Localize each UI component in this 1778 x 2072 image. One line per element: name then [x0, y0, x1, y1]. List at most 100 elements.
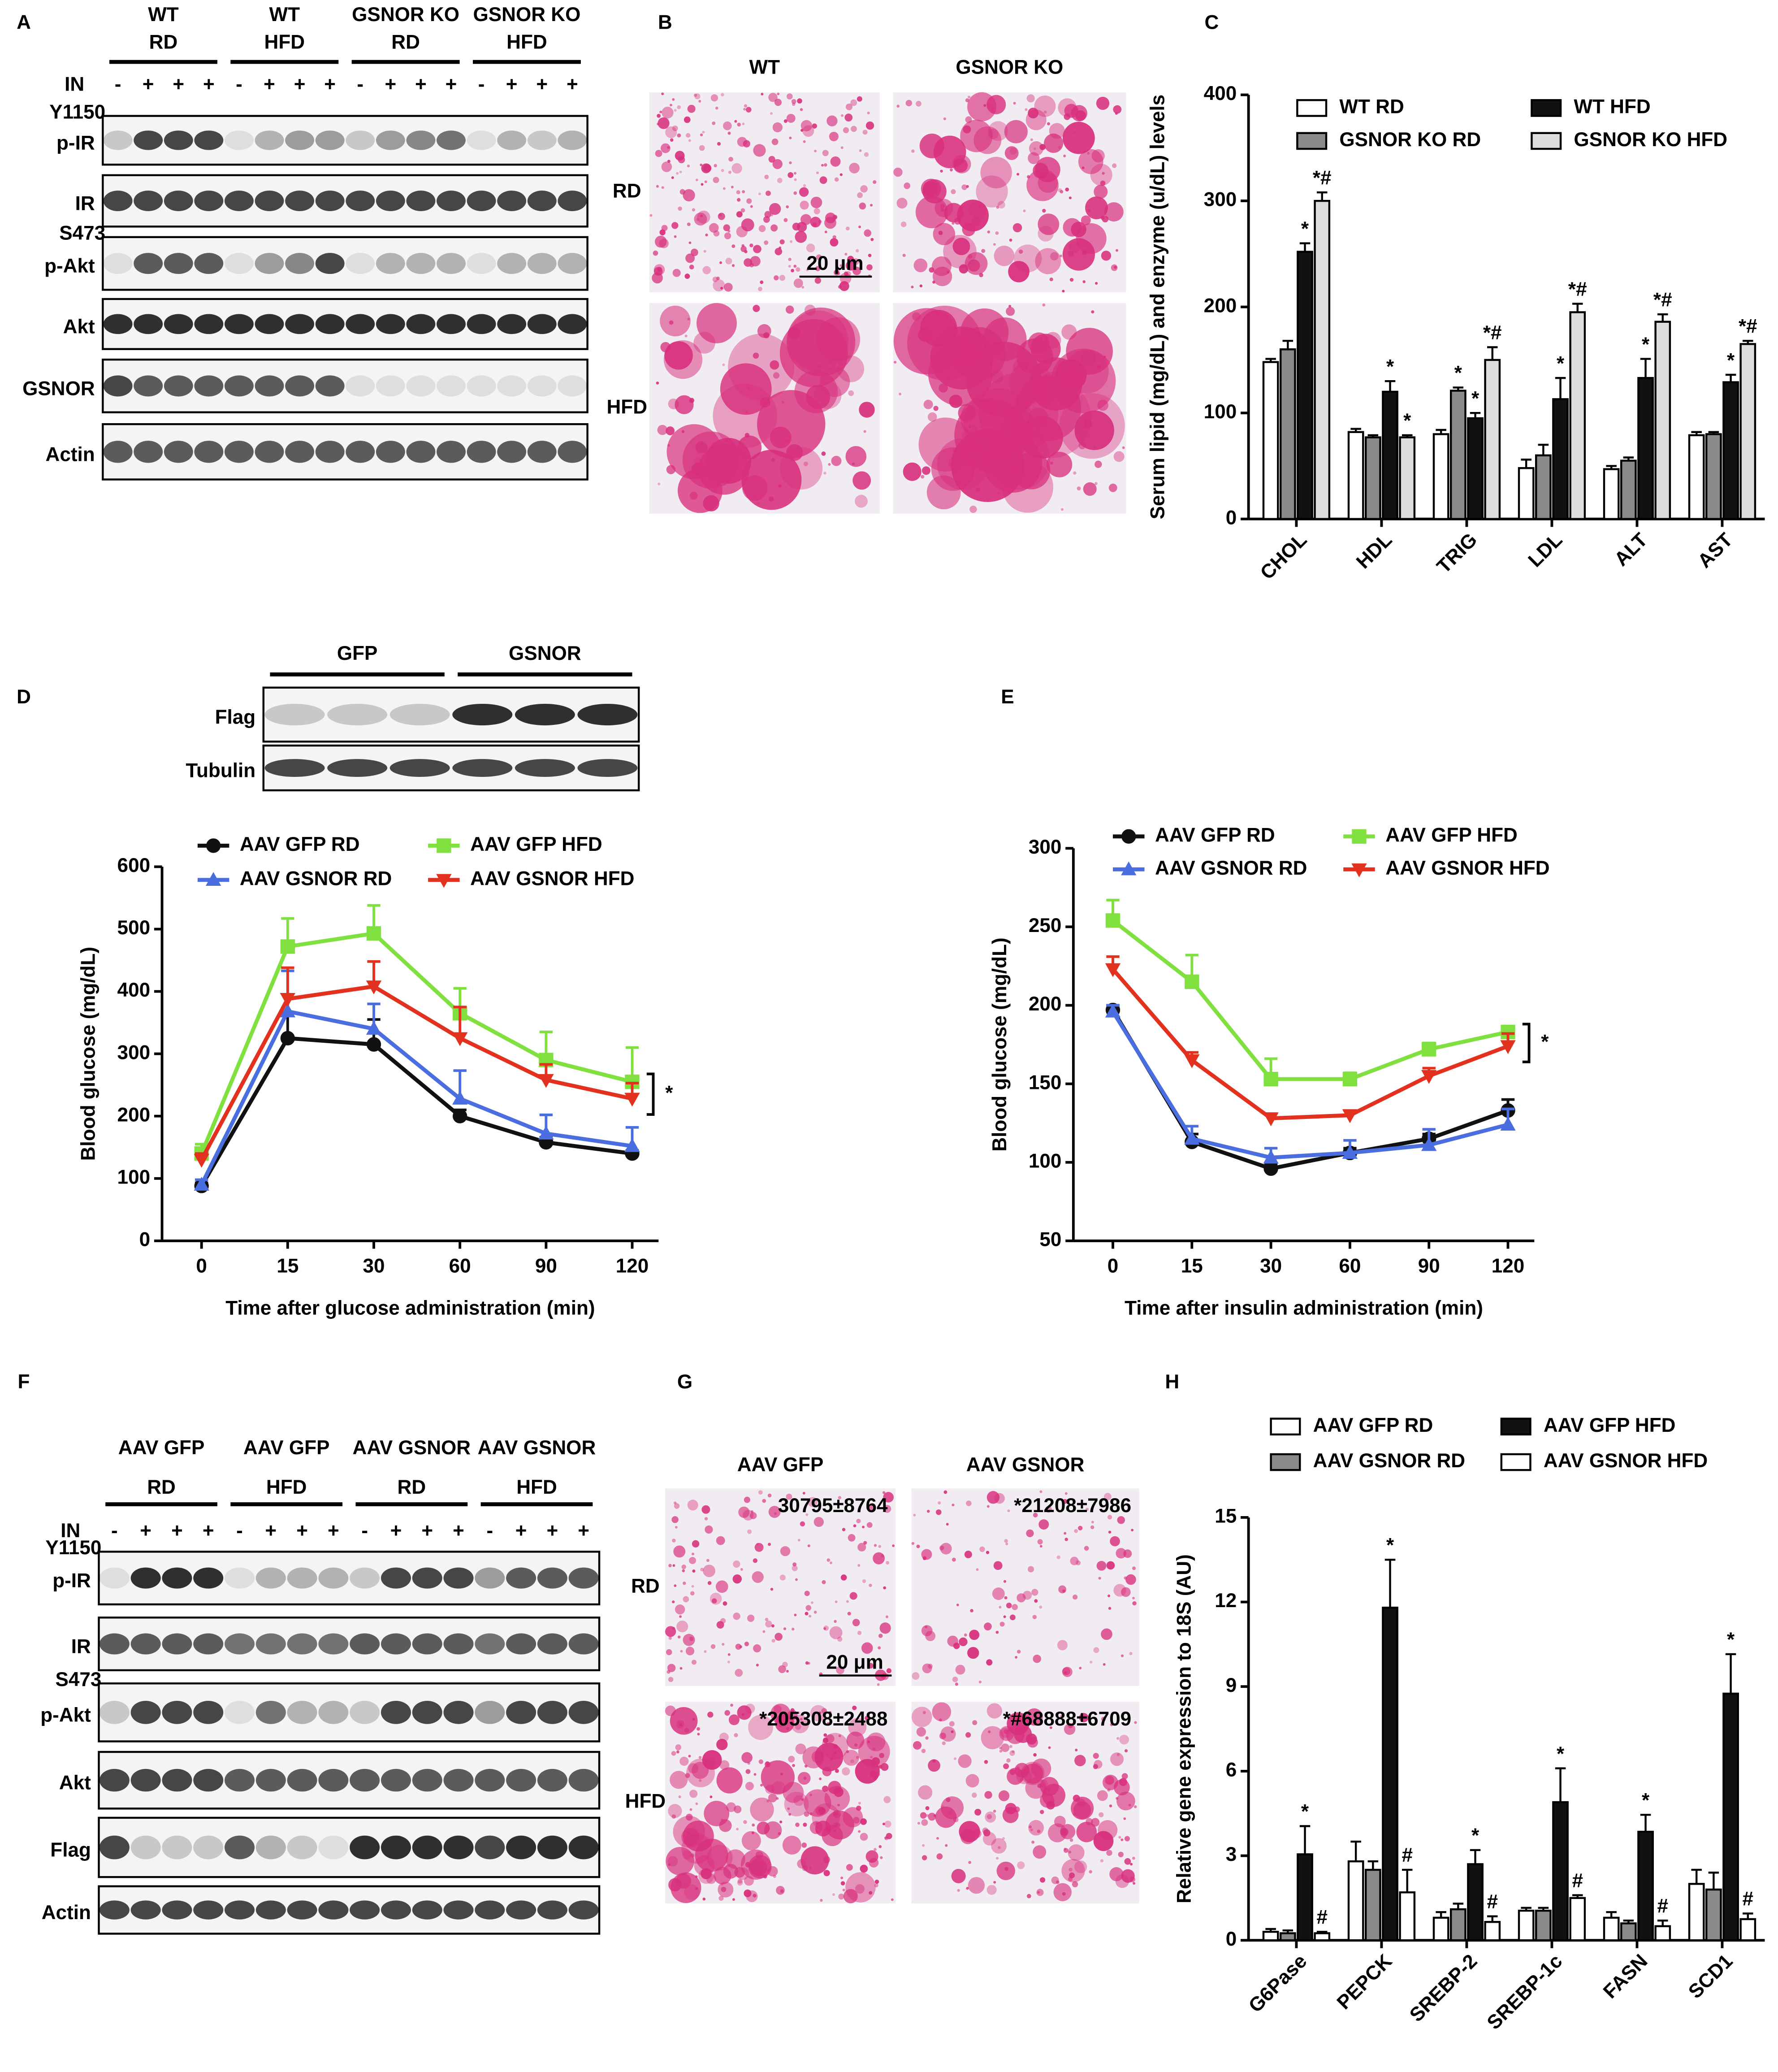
blot-row-label: Akt: [63, 316, 95, 338]
blot-band: [315, 441, 345, 463]
droplet: [921, 1748, 926, 1753]
droplet: [667, 1664, 676, 1672]
droplet: [732, 1898, 735, 1901]
y-tick-label: 150: [1029, 1071, 1062, 1093]
droplet: [746, 198, 752, 204]
blot-band: [287, 1567, 317, 1589]
blot-band: [497, 191, 527, 212]
droplet: [1076, 1560, 1081, 1565]
droplet: [921, 1549, 932, 1560]
legend-label: AAV GSNOR RD: [240, 867, 392, 889]
droplet: [818, 1711, 822, 1714]
droplet: [1090, 164, 1112, 186]
droplet: [747, 1529, 752, 1534]
droplet: [828, 463, 831, 466]
droplet: [679, 1615, 682, 1618]
droplet: [734, 1805, 742, 1813]
droplet: [1124, 1836, 1130, 1842]
panel-letter: E: [1001, 686, 1014, 708]
droplet: [823, 1733, 827, 1737]
treatment-mark: +: [143, 74, 154, 95]
droplet: [967, 92, 997, 121]
droplet: [1003, 1763, 1009, 1769]
significance: *: [1541, 1031, 1549, 1053]
blot-band: [376, 130, 405, 150]
legend-label: AAV GFP HFD: [470, 833, 602, 855]
blot-band: [406, 130, 436, 150]
x-tick-label: 30: [363, 1255, 385, 1277]
droplet: [1033, 1845, 1047, 1859]
marker: [1500, 1117, 1516, 1131]
marker: [1421, 1070, 1437, 1084]
droplet: [1061, 1859, 1085, 1883]
droplet: [744, 1642, 749, 1647]
droplet: [757, 1821, 770, 1835]
droplet: [859, 149, 862, 152]
significance-bracket: [646, 1072, 655, 1116]
droplet: [683, 1596, 689, 1603]
droplet: [829, 1711, 832, 1714]
droplet: [797, 1539, 800, 1542]
blot-band: [193, 1835, 224, 1860]
droplet: [1047, 122, 1050, 126]
panel-letter: G: [677, 1371, 692, 1393]
droplet: [1033, 1753, 1037, 1757]
blot-band: [437, 130, 466, 150]
droplet: [873, 180, 877, 184]
droplet: [879, 1753, 884, 1758]
droplet: [848, 259, 852, 264]
droplet: [940, 208, 944, 212]
droplet: [810, 196, 822, 208]
droplet: [1039, 1877, 1046, 1883]
blot-band: [452, 759, 513, 777]
droplet: [986, 1491, 1000, 1504]
droplet: [998, 1846, 1001, 1849]
blot-band: [558, 130, 587, 150]
significance: *: [1642, 334, 1650, 355]
marker: [366, 926, 381, 941]
droplet: [688, 1763, 699, 1774]
y-tick-label: 600: [117, 854, 151, 876]
blot-band: [558, 314, 587, 334]
droplet: [772, 159, 783, 169]
droplet: [667, 160, 671, 163]
blot-band: [497, 130, 527, 150]
bar: [1620, 1922, 1637, 1942]
droplet: [845, 103, 852, 110]
droplet: [1065, 187, 1069, 192]
blot-band: [99, 1769, 130, 1792]
droplet: [786, 113, 796, 123]
droplet: [874, 1883, 878, 1888]
droplet: [829, 1626, 843, 1639]
droplet: [749, 243, 753, 247]
droplet: [1010, 433, 1013, 436]
droplet: [749, 1512, 757, 1519]
blot-band: [134, 191, 163, 212]
droplet: [699, 145, 705, 151]
treatment-mark: +: [390, 1520, 402, 1542]
droplet: [1043, 110, 1047, 114]
droplet: [722, 1643, 725, 1646]
droplet: [762, 1499, 766, 1503]
bar: [1467, 417, 1484, 520]
droplet: [758, 225, 766, 232]
droplet: [851, 126, 857, 132]
droplet: [1098, 1820, 1118, 1840]
droplet-count: *205308±2488: [759, 1708, 887, 1730]
droplet: [1097, 399, 1109, 411]
droplet: [737, 137, 747, 147]
droplet: [800, 1846, 829, 1875]
droplet: [1028, 1566, 1034, 1573]
droplet: [683, 1582, 686, 1585]
droplet: [985, 437, 992, 444]
droplet: [706, 1874, 716, 1884]
droplet: [980, 156, 1012, 189]
group-label: GSNOR KO: [473, 4, 580, 26]
droplet: [842, 1767, 850, 1776]
droplet: [763, 332, 770, 338]
droplet: [911, 149, 915, 153]
blot-band: [475, 1769, 505, 1792]
droplet: [997, 492, 1000, 495]
droplet: [834, 269, 839, 276]
droplet: [665, 1705, 676, 1717]
